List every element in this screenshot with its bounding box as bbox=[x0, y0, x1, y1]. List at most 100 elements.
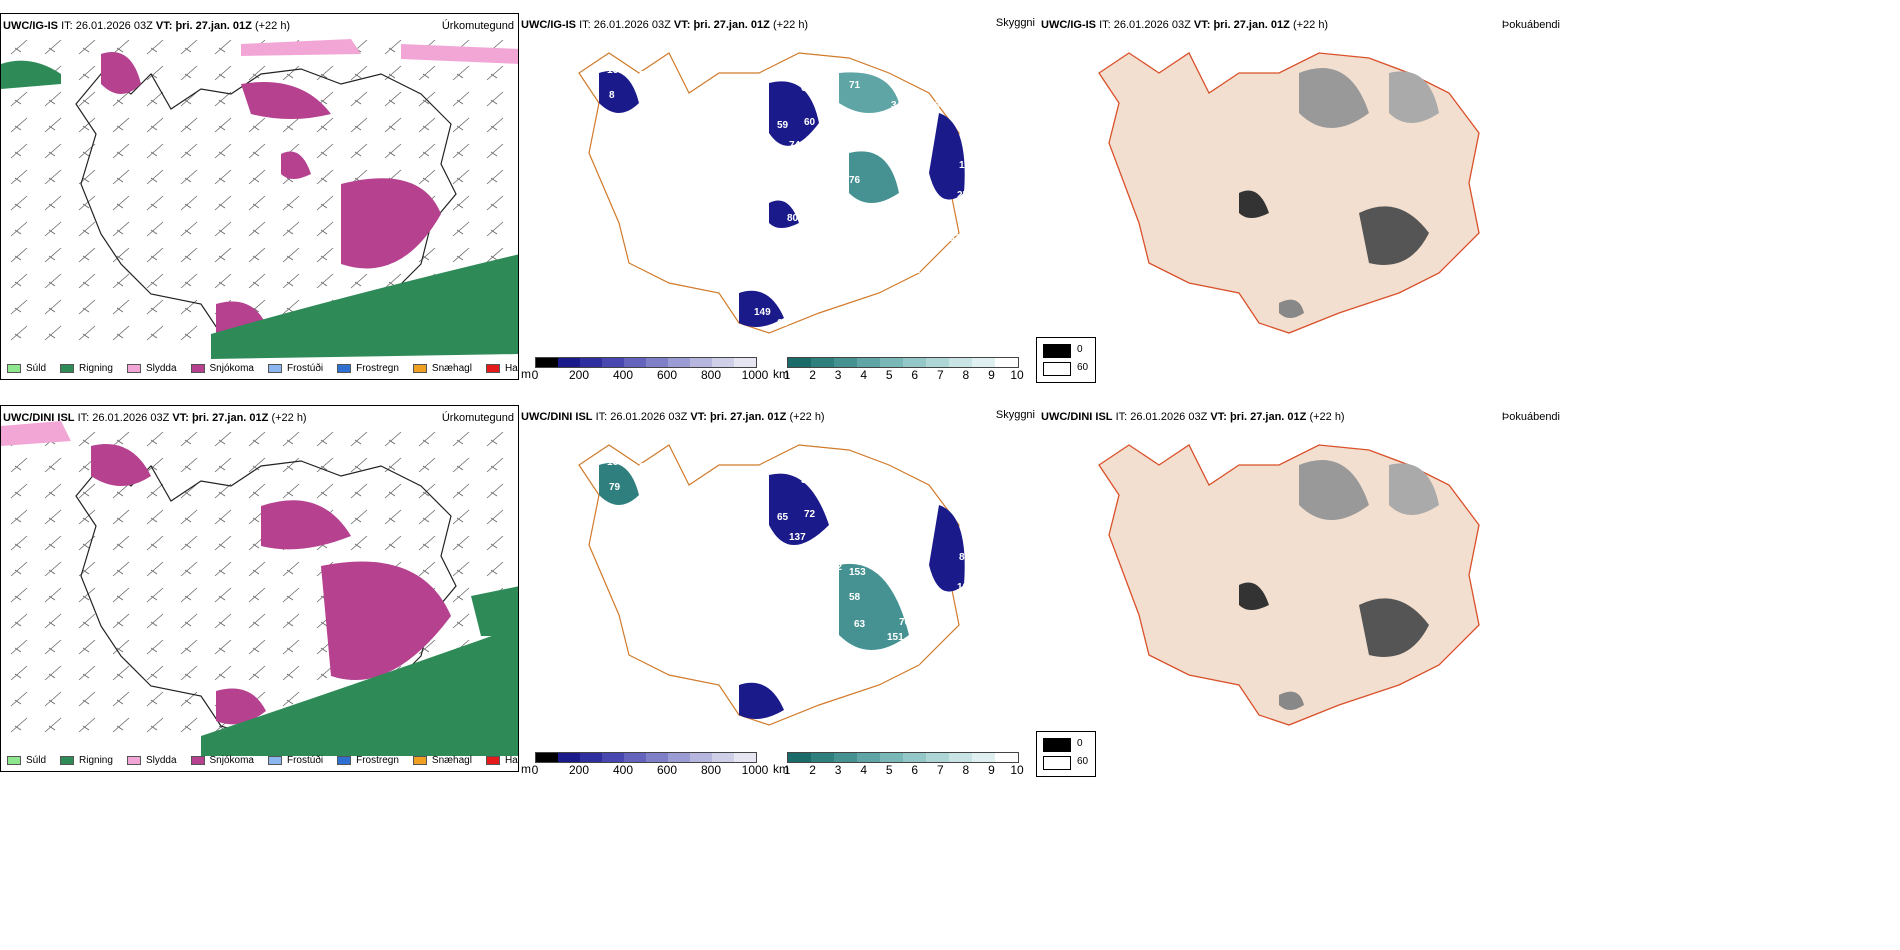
wind-barb bbox=[44, 639, 62, 655]
cloud-base-label: 80 bbox=[927, 77, 939, 88]
wind-barb bbox=[112, 535, 130, 551]
colorbar-tick: 5 bbox=[885, 763, 893, 777]
cloud-base-label: 80 bbox=[787, 213, 799, 224]
wind-barb bbox=[78, 273, 96, 289]
wind-barb bbox=[180, 509, 198, 525]
panel-type-label: Þokuábendi bbox=[1501, 411, 1560, 423]
wind-barb bbox=[78, 65, 96, 81]
cloud-map-top: 169 82 8 67 71 100 80 343 119 59 60 72 238 68 93 69 74 11… bbox=[578, 52, 996, 334]
colorbar-swatch bbox=[995, 753, 1018, 762]
cloud-base-label: 87 bbox=[824, 544, 836, 555]
wind-barb bbox=[418, 247, 436, 263]
wind-barb bbox=[214, 431, 232, 447]
wind-barb bbox=[78, 639, 96, 655]
wind-barb bbox=[486, 509, 504, 525]
wind-barb bbox=[44, 91, 62, 107]
wind-barb bbox=[112, 483, 130, 499]
precip-legend-item: Rigning bbox=[60, 755, 113, 766]
wind-barb bbox=[248, 587, 266, 603]
wind-barb bbox=[112, 39, 130, 55]
cloud-base-label: 82 bbox=[639, 70, 651, 81]
colorbar-swatch bbox=[734, 753, 756, 762]
wind-barb bbox=[146, 65, 164, 81]
wind-barb bbox=[44, 483, 62, 499]
wind-barb bbox=[146, 587, 164, 603]
cloud-base-label: 204 bbox=[899, 459, 916, 470]
wind-barb bbox=[486, 117, 504, 133]
wind-barb bbox=[146, 613, 164, 629]
wind-barb bbox=[214, 457, 232, 473]
wind-barb bbox=[146, 665, 164, 681]
cloud-base-label: 106 bbox=[979, 170, 996, 181]
wind-barb bbox=[214, 195, 232, 211]
panel-title: UWC/IG-IS IT: 26.01.2026 03Z VT: þri. 27… bbox=[521, 19, 809, 31]
wind-barb bbox=[180, 247, 198, 263]
wind-barb bbox=[418, 65, 436, 81]
precip-panel-top: UWC/IG-IS IT: 26.01.2026 03Z VT: þri. 27… bbox=[0, 13, 519, 380]
cloud-base-label: 85 bbox=[854, 227, 866, 238]
wind-barb bbox=[146, 299, 164, 315]
wind-barb bbox=[384, 117, 402, 133]
wind-barb bbox=[10, 299, 28, 315]
fog-panel-top: UWC/IG-IS IT: 26.01.2026 03Z VT: þri. 27… bbox=[1039, 13, 1900, 380]
panel-title: UWC/IG-IS IT: 26.01.2026 03Z VT: þri. 27… bbox=[3, 20, 291, 32]
colorbar-swatch bbox=[712, 358, 734, 367]
wind-barb bbox=[248, 273, 266, 289]
wind-barb bbox=[248, 247, 266, 263]
precip-legend-item: Slydda bbox=[126, 755, 177, 766]
wind-barb bbox=[384, 143, 402, 159]
colorbar-swatch bbox=[903, 753, 926, 762]
cloudbase-unit: m bbox=[521, 762, 531, 776]
wind-barb bbox=[44, 457, 62, 473]
wind-barb bbox=[282, 65, 300, 81]
wind-barb bbox=[78, 665, 96, 681]
wind-barb bbox=[78, 483, 96, 499]
wind-barb bbox=[486, 195, 504, 211]
cloud-base-label: 119 bbox=[924, 100, 941, 111]
wind-barb bbox=[418, 535, 436, 551]
wind-barb bbox=[180, 273, 198, 289]
cloud-base-label: 72 bbox=[834, 117, 846, 128]
wind-barb bbox=[350, 91, 368, 107]
wind-barb bbox=[486, 143, 504, 159]
wind-barb bbox=[452, 561, 470, 577]
wind-barb bbox=[180, 65, 198, 81]
colorbar-tick: 600 bbox=[656, 763, 678, 777]
colorbar-swatch bbox=[972, 753, 995, 762]
cloud-panel-bottom: 163 13 79 36 59 204 299 210 60 65 72 87 84 37 50 42 137 8… bbox=[519, 405, 1039, 772]
cloudbase-colorbar-bottom: m 0 200 400 600 800 1000 bbox=[521, 752, 771, 777]
wind-barb bbox=[214, 561, 232, 577]
wind-barb bbox=[486, 247, 504, 263]
wind-barb bbox=[486, 457, 504, 473]
cloud-base-label: 58 bbox=[849, 592, 861, 603]
wind-barb bbox=[282, 195, 300, 211]
wind-barb bbox=[78, 299, 96, 315]
cloud-base-label: 8 bbox=[609, 90, 615, 101]
cloud-base-label: 104 bbox=[887, 240, 904, 251]
cloud-panel-top: 169 82 8 67 71 100 80 343 119 59 60 72 238 68 93 69 74 11… bbox=[519, 13, 1039, 380]
wind-barb bbox=[78, 613, 96, 629]
wind-barb bbox=[44, 169, 62, 185]
wind-barb bbox=[282, 483, 300, 499]
wind-barb bbox=[384, 509, 402, 525]
wind-barb bbox=[452, 509, 470, 525]
colorbar-tick: 0 bbox=[531, 763, 539, 777]
colorbar-swatch bbox=[857, 358, 880, 367]
wind-barb bbox=[146, 247, 164, 263]
wind-barb bbox=[78, 247, 96, 263]
panel-title: UWC/DINI ISL IT: 26.01.2026 03Z VT: þri.… bbox=[521, 411, 825, 423]
cloud-base-label: 75 bbox=[804, 597, 816, 608]
wind-barb bbox=[214, 509, 232, 525]
wind-barb bbox=[146, 509, 164, 525]
fog-dark-label: 0 bbox=[1077, 738, 1083, 749]
colorbar-swatch bbox=[690, 753, 712, 762]
wind-barb bbox=[418, 117, 436, 133]
wind-barb bbox=[112, 221, 130, 237]
wind-barb bbox=[248, 665, 266, 681]
wind-barb bbox=[112, 665, 130, 681]
wind-barb bbox=[214, 587, 232, 603]
fog-light-swatch bbox=[1043, 756, 1071, 770]
wind-barb bbox=[282, 273, 300, 289]
precip-legend-item: Súld bbox=[7, 755, 46, 766]
wind-barb bbox=[248, 117, 266, 133]
